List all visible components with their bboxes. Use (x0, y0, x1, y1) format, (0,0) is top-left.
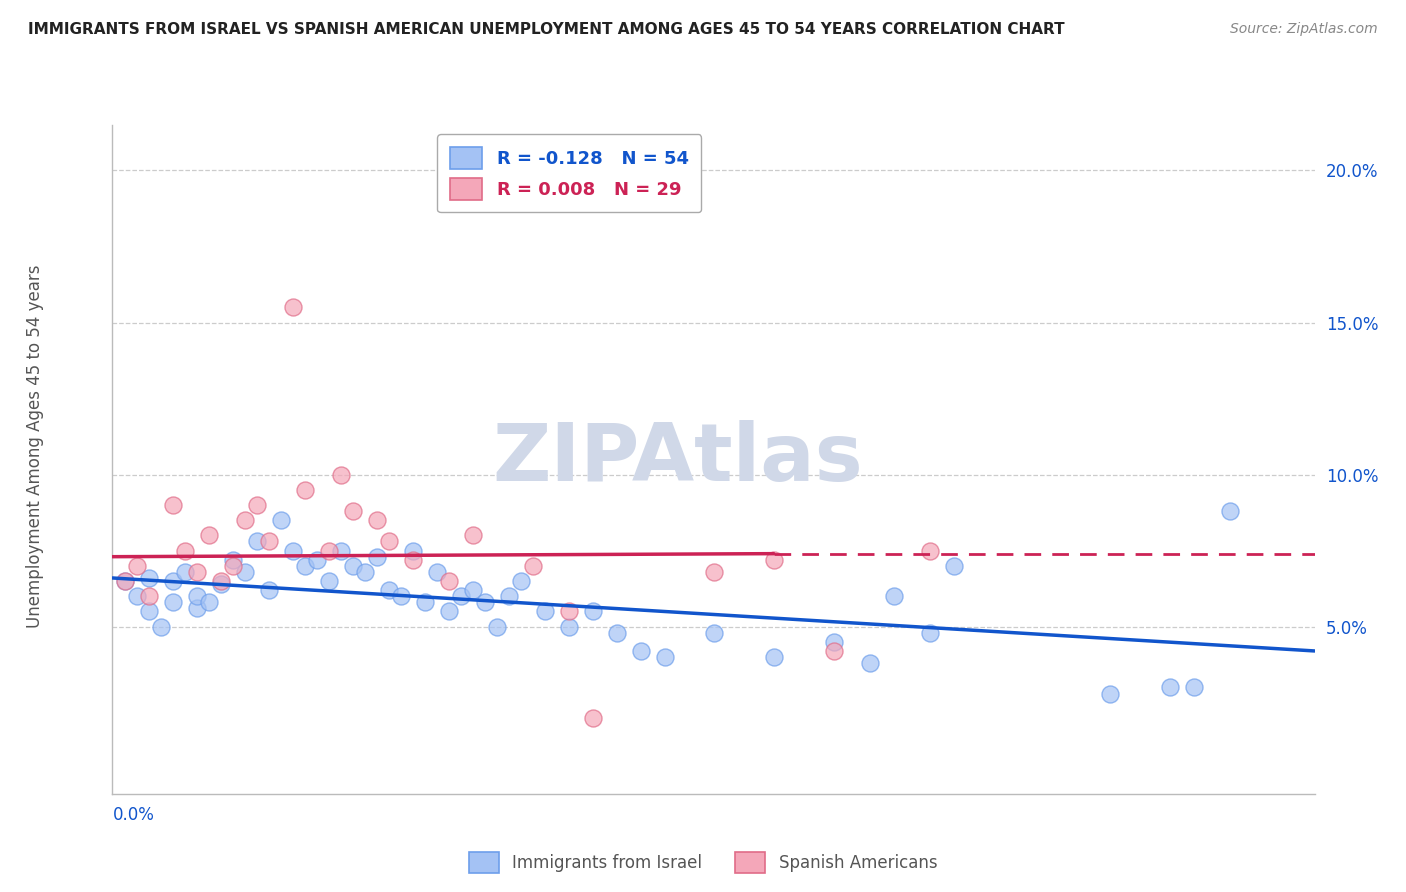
Point (558, 604, 581, 618)
Point (942, 558, 965, 573)
Point (1219, 504, 1241, 518)
Point (461, 583, 484, 598)
Point (402, 552, 425, 567)
Point (366, 549, 388, 564)
Point (270, 513, 292, 527)
Text: IMMIGRANTS FROM ISRAEL VS SPANISH AMERICAN UNEMPLOYMENT AMONG AGES 45 TO 54 YEAR: IMMIGRANTS FROM ISRAEL VS SPANISH AMERIC… (28, 22, 1064, 37)
Point (522, 558, 544, 573)
Point (233, 565, 256, 579)
Legend: Immigrants from Israel, Spanish Americans: Immigrants from Israel, Spanish American… (463, 846, 943, 880)
Point (233, 513, 256, 527)
Point (606, 625, 628, 640)
Point (329, 467, 352, 482)
Point (654, 650, 676, 665)
Point (823, 644, 845, 658)
Point (413, 595, 436, 609)
Point (305, 552, 328, 567)
Point (125, 589, 148, 603)
Point (197, 528, 219, 542)
Text: Unemployment Among Ages 45 to 54 years: Unemployment Among Ages 45 to 54 years (27, 264, 44, 628)
Point (702, 565, 725, 579)
Point (173, 543, 195, 558)
Point (318, 543, 340, 558)
Point (426, 565, 449, 579)
Point (114, 574, 136, 588)
Point (1099, 687, 1122, 701)
Point (582, 604, 605, 618)
Point (209, 577, 232, 591)
Point (918, 625, 941, 640)
Point (461, 528, 484, 542)
Point (125, 558, 148, 573)
Point (149, 619, 172, 633)
Point (294, 483, 316, 497)
Point (486, 619, 509, 633)
Point (257, 534, 280, 549)
Point (318, 574, 340, 588)
Point (859, 656, 882, 670)
Point (329, 543, 352, 558)
Point (294, 558, 316, 573)
Point (281, 543, 304, 558)
Point (138, 589, 160, 603)
Point (630, 644, 652, 658)
Point (366, 513, 388, 527)
Point (222, 558, 245, 573)
Text: 0.0%: 0.0% (112, 806, 155, 824)
Point (1184, 681, 1206, 695)
Text: Source: ZipAtlas.com: Source: ZipAtlas.com (1230, 22, 1378, 37)
Point (402, 543, 425, 558)
Point (498, 589, 520, 603)
Point (1159, 681, 1181, 695)
Point (197, 595, 219, 609)
Point (281, 301, 304, 315)
Point (222, 552, 245, 567)
Point (186, 601, 208, 615)
Point (762, 552, 785, 567)
Point (209, 574, 232, 588)
Point (114, 574, 136, 588)
Point (378, 534, 401, 549)
Point (342, 558, 364, 573)
Point (257, 583, 280, 598)
Point (162, 498, 184, 512)
Point (883, 589, 905, 603)
Point (437, 604, 460, 618)
Point (378, 583, 401, 598)
Point (186, 589, 208, 603)
Point (186, 565, 208, 579)
Point (823, 635, 845, 649)
Point (246, 498, 269, 512)
Point (534, 604, 557, 618)
Text: ZIPAtlas: ZIPAtlas (492, 420, 863, 499)
Point (173, 565, 195, 579)
Point (162, 595, 184, 609)
Point (162, 574, 184, 588)
Point (558, 619, 581, 633)
Point (510, 574, 533, 588)
Point (762, 650, 785, 665)
Point (354, 565, 377, 579)
Point (474, 595, 496, 609)
Point (450, 589, 472, 603)
Point (702, 625, 725, 640)
Point (342, 504, 364, 518)
Point (138, 571, 160, 585)
Point (138, 604, 160, 618)
Legend: R = -0.128   N = 54, R = 0.008   N = 29: R = -0.128 N = 54, R = 0.008 N = 29 (437, 134, 702, 212)
Point (918, 543, 941, 558)
Point (389, 589, 412, 603)
Point (582, 711, 605, 725)
Point (437, 574, 460, 588)
Point (246, 534, 269, 549)
